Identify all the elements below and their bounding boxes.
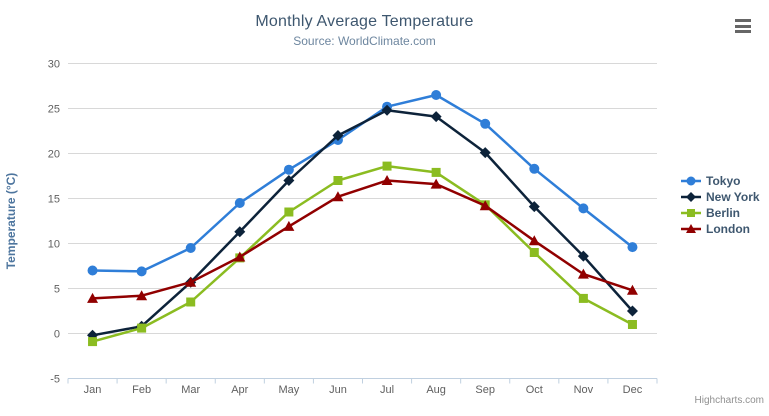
- x-axis-label: Nov: [574, 384, 594, 396]
- chart-subtitle: Source: WorldClimate.com: [293, 34, 436, 48]
- x-axis-label: Aug: [426, 384, 446, 396]
- y-axis-label: 0: [54, 329, 60, 341]
- series-marker-london[interactable]: [234, 251, 246, 262]
- legend-label: New York: [706, 190, 760, 204]
- legend-label: Tokyo: [706, 174, 741, 188]
- series-marker-london[interactable]: [332, 191, 344, 202]
- series-marker-berlin[interactable]: [186, 297, 196, 307]
- hamburger-bar: [735, 30, 751, 33]
- series-marker-new-york[interactable]: [479, 147, 491, 159]
- legend-item-tokyo[interactable]: Tokyo: [681, 173, 760, 189]
- series-marker-tokyo[interactable]: [480, 118, 491, 129]
- series-marker-new-york[interactable]: [577, 250, 589, 262]
- x-axis-label: May: [278, 384, 299, 396]
- credits-link[interactable]: Highcharts.com: [694, 395, 764, 406]
- series-marker-new-york[interactable]: [626, 305, 638, 317]
- series-line-berlin: [91, 164, 634, 343]
- series-marker-berlin[interactable]: [137, 323, 147, 333]
- circle-icon: [681, 176, 701, 186]
- series-marker-london[interactable]: [185, 276, 197, 287]
- y-axis-label: -5: [50, 374, 60, 386]
- series-marker-london[interactable]: [136, 290, 148, 301]
- legend-item-berlin[interactable]: Berlin: [681, 205, 760, 221]
- hamburger-menu-icon[interactable]: [733, 17, 753, 35]
- y-axis-label: 15: [48, 194, 60, 206]
- series-marker-berlin[interactable]: [578, 293, 588, 303]
- legend-item-new-york[interactable]: New York: [681, 189, 760, 205]
- series-marker-london[interactable]: [479, 200, 491, 211]
- series-marker-berlin[interactable]: [382, 161, 392, 171]
- series-marker-london[interactable]: [283, 220, 295, 231]
- y-axis-label: 30: [48, 59, 60, 71]
- series-marker-london[interactable]: [626, 284, 638, 295]
- y-axis-label: 10: [48, 239, 60, 251]
- x-axis-label: Sep: [475, 384, 495, 396]
- series-marker-new-york[interactable]: [234, 226, 246, 238]
- hamburger-bar: [735, 19, 751, 22]
- series-marker-tokyo[interactable]: [234, 198, 245, 208]
- series-marker-london[interactable]: [381, 175, 393, 185]
- series-marker-london[interactable]: [430, 178, 442, 189]
- x-axis-label: Jan: [84, 384, 102, 396]
- x-axis-label: Feb: [132, 384, 151, 396]
- x-axis-label: Oct: [526, 384, 543, 396]
- series-line-new-york: [91, 109, 634, 337]
- y-axis-label: 25: [48, 104, 60, 116]
- series-marker-london[interactable]: [87, 292, 99, 303]
- chart-title: Monthly Average Temperature: [255, 13, 474, 30]
- series-marker-new-york[interactable]: [283, 175, 295, 186]
- series-line-tokyo: [91, 93, 634, 273]
- series-marker-tokyo[interactable]: [136, 266, 147, 277]
- x-axis-label: Mar: [181, 384, 200, 396]
- legend-item-london[interactable]: London: [681, 221, 760, 237]
- series-marker-london[interactable]: [577, 268, 589, 279]
- series-marker-tokyo[interactable]: [87, 265, 98, 276]
- chart-legend: Tokyo New York Berlin London: [681, 173, 760, 237]
- x-axis-label: Jun: [329, 384, 347, 396]
- series-marker-tokyo[interactable]: [431, 90, 442, 100]
- triangle-up-icon: [681, 224, 701, 233]
- series-marker-tokyo[interactable]: [529, 163, 540, 174]
- series-marker-new-york[interactable]: [332, 130, 344, 141]
- series-marker-new-york[interactable]: [528, 201, 540, 213]
- diamond-icon: [681, 192, 701, 202]
- series-marker-berlin[interactable]: [284, 207, 294, 217]
- series-marker-berlin[interactable]: [529, 248, 539, 257]
- series-marker-new-york[interactable]: [430, 111, 442, 123]
- legend-label: London: [706, 222, 750, 236]
- y-axis-label: 5: [54, 284, 60, 296]
- series-marker-london[interactable]: [528, 235, 540, 246]
- legend-label: Berlin: [706, 206, 741, 220]
- series-marker-berlin[interactable]: [88, 337, 98, 347]
- series-marker-tokyo[interactable]: [578, 203, 589, 214]
- series-marker-tokyo[interactable]: [185, 243, 196, 253]
- series-marker-tokyo[interactable]: [283, 164, 294, 175]
- square-icon: [681, 209, 701, 217]
- x-axis-label: Dec: [623, 384, 643, 396]
- series-marker-new-york[interactable]: [381, 104, 393, 116]
- y-axis-label: 20: [48, 149, 60, 161]
- hamburger-bar: [735, 24, 751, 28]
- y-axis-title: Temperature (°C): [4, 173, 18, 270]
- series-marker-berlin[interactable]: [431, 167, 441, 177]
- series-marker-berlin[interactable]: [627, 320, 637, 329]
- series-marker-berlin[interactable]: [333, 176, 343, 185]
- series-line-london: [91, 179, 634, 300]
- series-marker-tokyo[interactable]: [627, 242, 638, 253]
- x-axis-label: Apr: [231, 384, 248, 396]
- x-axis-label: Jul: [380, 384, 394, 396]
